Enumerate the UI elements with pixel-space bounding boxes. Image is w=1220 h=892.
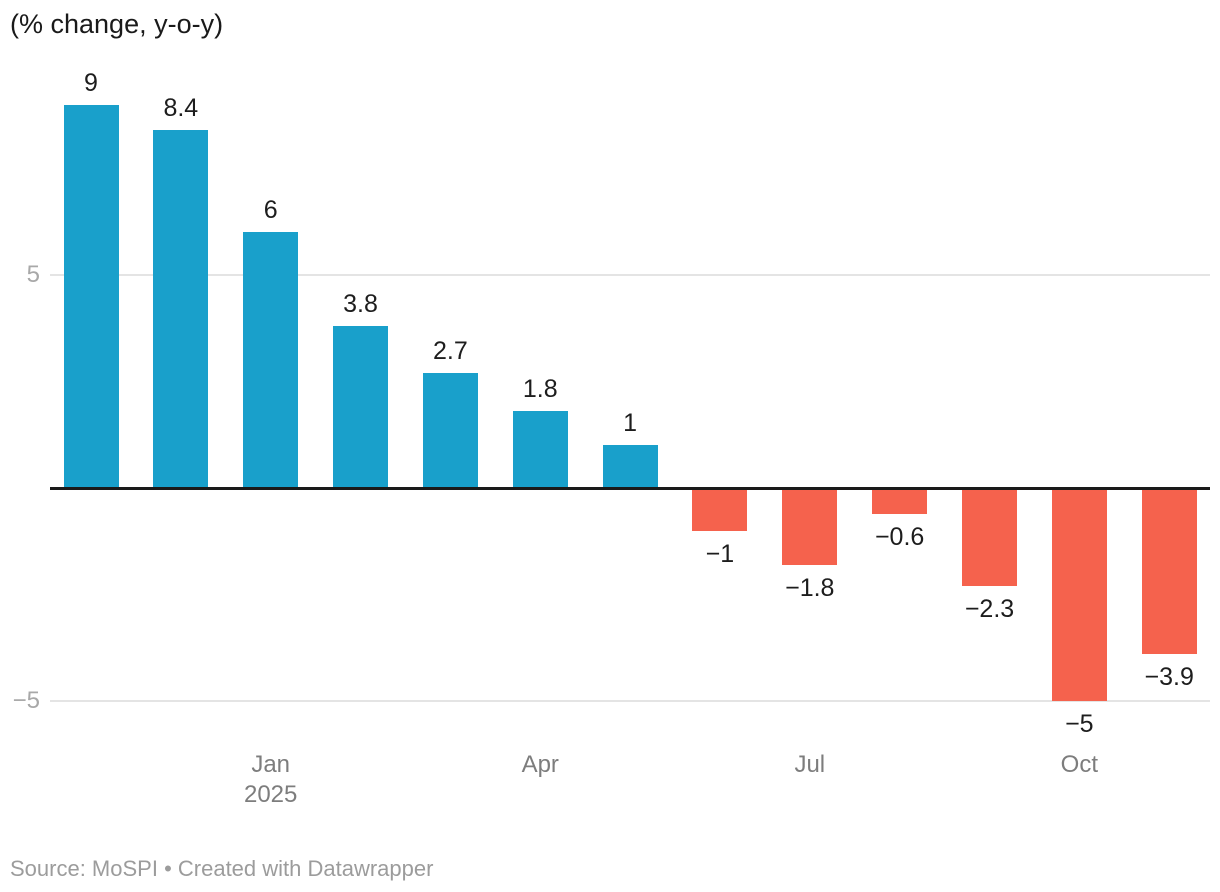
- bar-value-label: 6: [263, 196, 278, 225]
- bar-value-label: −1.8: [785, 573, 835, 602]
- bar-positive[interactable]: [602, 445, 658, 488]
- bar-positive[interactable]: [243, 232, 299, 488]
- bar-negative[interactable]: [1051, 488, 1107, 701]
- bar-value-label: 1: [623, 409, 638, 438]
- bar-value-label: −3.9: [1144, 663, 1194, 692]
- bar-positive[interactable]: [422, 372, 478, 488]
- bar-negative[interactable]: [1141, 488, 1197, 655]
- bar-value-label: 9: [84, 68, 98, 97]
- bar-value-label: −0.6: [874, 522, 925, 551]
- bar-positive[interactable]: [63, 104, 119, 488]
- bar-value-label: −2.3: [964, 594, 1015, 623]
- bar-value-label: 2.7: [433, 336, 468, 365]
- bar-value-label: 3.8: [343, 290, 378, 319]
- bar-positive[interactable]: [153, 130, 209, 488]
- x-axis-label: Oct: [1060, 751, 1099, 778]
- x-axis-label: Apr: [521, 751, 559, 778]
- bar-negative[interactable]: [962, 488, 1017, 586]
- x-axis-label: Jul: [794, 751, 826, 778]
- bar-negative[interactable]: [692, 488, 748, 531]
- source-note: Source: MoSPI • Created with Datawrapper: [10, 856, 434, 881]
- x-axis-sublabel: 2025: [243, 781, 298, 808]
- bar-value-label: −5: [1065, 710, 1094, 738]
- bar-value-label: 1.8: [522, 375, 558, 404]
- bar-value-label: −1: [705, 539, 735, 568]
- bar-positive[interactable]: [333, 326, 389, 488]
- bar-positive[interactable]: [512, 411, 568, 488]
- y-gridline: [50, 274, 1210, 276]
- x-axis-label: Jan: [251, 751, 291, 778]
- y-axis-label: 5: [26, 261, 40, 288]
- zero-baseline: [50, 487, 1210, 490]
- bar-negative[interactable]: [872, 488, 928, 514]
- y-gridline: [50, 700, 1210, 702]
- bar-value-label: 8.4: [163, 94, 199, 123]
- y-axis-label: −5: [12, 687, 40, 714]
- chart-title: (% change, y-o-y): [10, 9, 224, 39]
- bar-negative[interactable]: [782, 488, 838, 565]
